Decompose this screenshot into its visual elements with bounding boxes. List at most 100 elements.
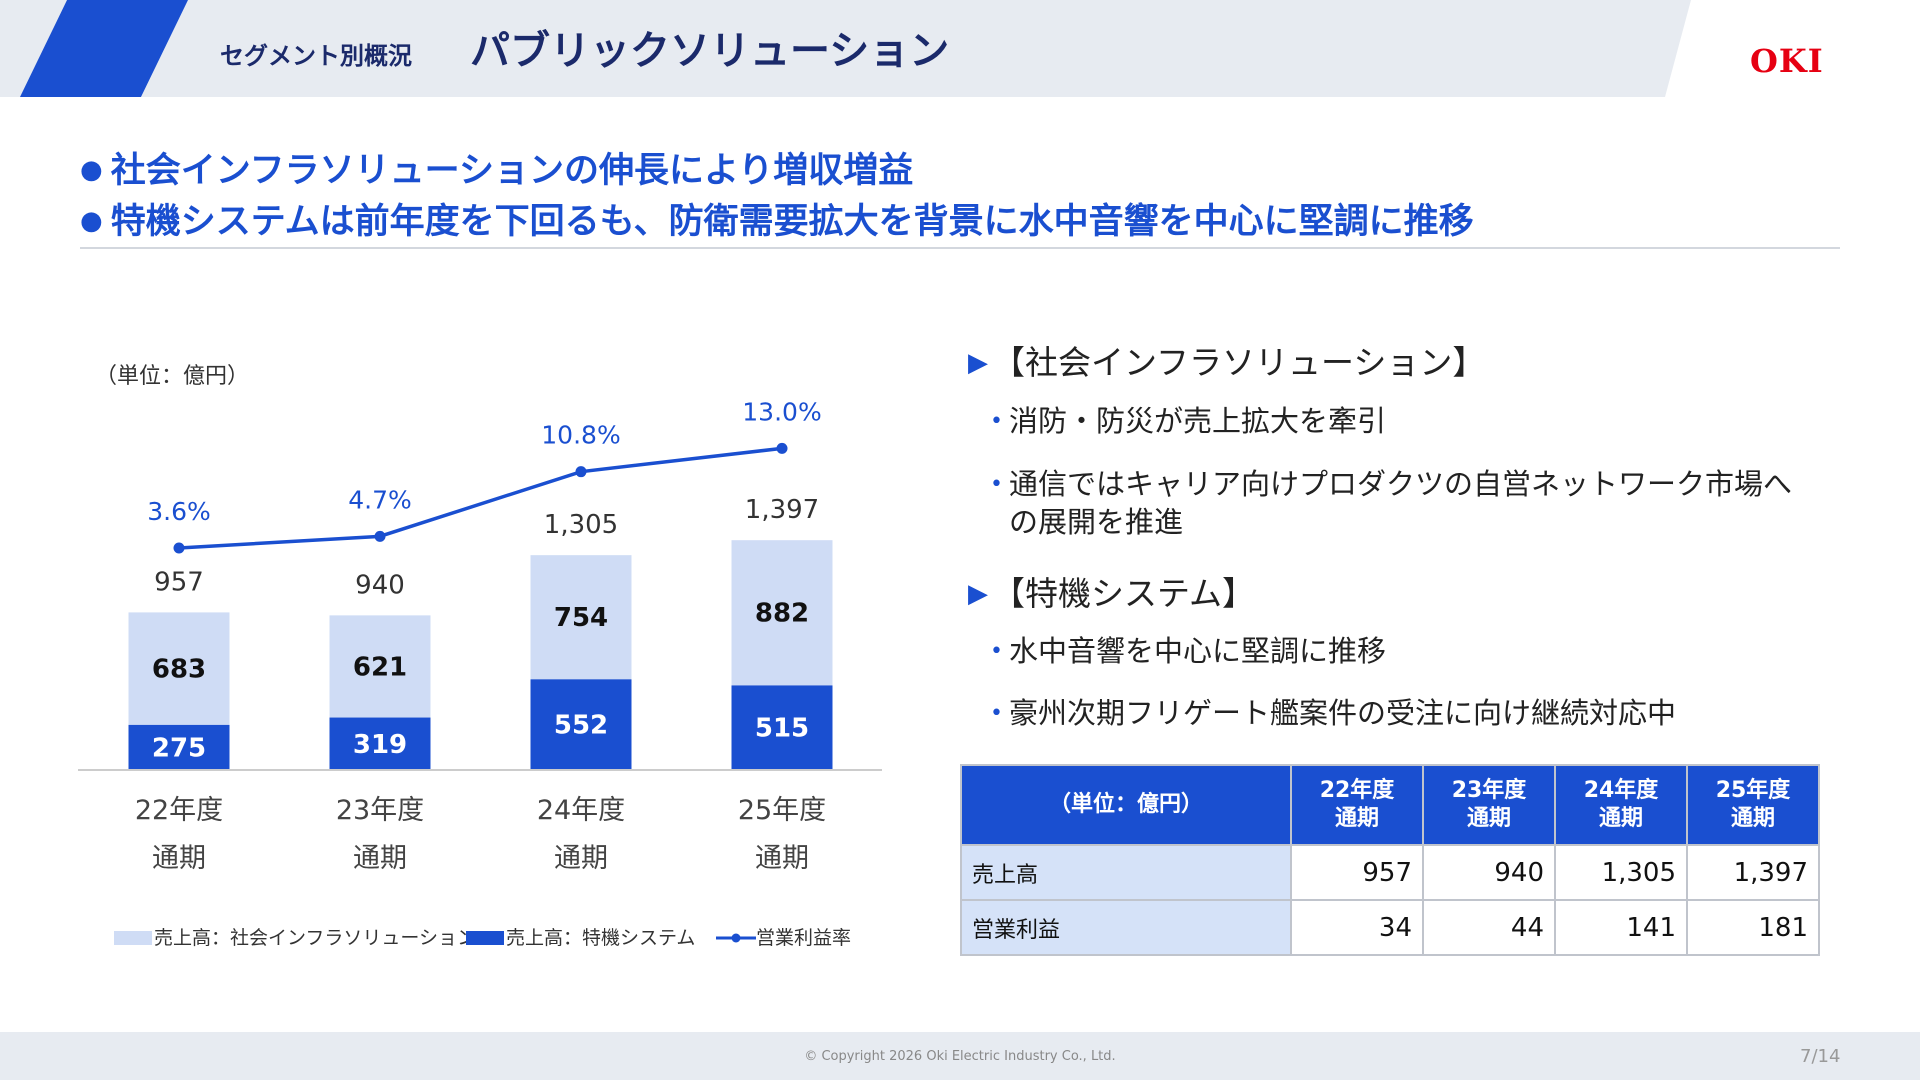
bar-special (731, 685, 833, 770)
data-label-special: 319 (353, 730, 407, 760)
legend-swatch-light (114, 931, 152, 945)
bullet-dot-icon: ● (80, 206, 103, 236)
table-col-header: 22年度通期 (1290, 764, 1424, 846)
margin-point (776, 442, 788, 454)
section-infra-item-2: • 通信ではキャリア向けプロダクツの自営ネットワーク市場への展開を推進 (990, 465, 1819, 541)
section-infra-item-1-text: 消防・防災が売上拡大を牽引 (1008, 404, 1386, 438)
copyright: © Copyright 2026 Oki Electric Industry C… (804, 1049, 1116, 1064)
table-cell: 940 (1422, 844, 1556, 901)
table-cell: 44 (1422, 899, 1556, 956)
data-label-special: 515 (755, 714, 809, 744)
table-col-header: 25年度通期 (1686, 764, 1820, 846)
col-year: 25年度 (1715, 778, 1791, 803)
x-tick-label-year: 22年度 (135, 795, 223, 826)
margin-label: 10.8% (541, 421, 620, 450)
bullet-dot-icon: • (990, 701, 1003, 726)
bullet-dot-icon: ● (80, 155, 103, 185)
x-tick-label-period: 通期 (755, 843, 809, 874)
row-label: 営業利益 (960, 899, 1292, 956)
col-year: 22年度 (1319, 778, 1395, 803)
highlight-2: ● 特機システムは前年度を下回るも、防衛需要拡大を背景に水中音響を中心に堅調に推移 (80, 193, 1474, 244)
footer-band (0, 1032, 1920, 1080)
col-year: 24年度 (1583, 778, 1659, 803)
data-label-infra: 621 (353, 652, 407, 682)
legend-line-marker-icon (716, 933, 756, 943)
legend-label-margin: 営業利益率 (756, 927, 852, 949)
header-logo-area (1665, 0, 1920, 97)
header-band (0, 0, 1920, 97)
margin-point (575, 466, 587, 478)
section-heading-infra-text: 【社会インフラソリューション】 (992, 343, 1486, 382)
page-title: パブリックソリューション (470, 28, 950, 74)
legend-item-infra: 売上高：社会インフラソリューション (114, 923, 476, 950)
chart-unit-label: （単位：億円） (95, 364, 250, 389)
bar-special (128, 724, 230, 770)
table-cell: 181 (1686, 899, 1820, 956)
section-special-item-2: • 豪州次期フリゲート艦案件の受注に向け継続対応中 (990, 694, 1819, 733)
triangle-right-icon: ▶ (968, 579, 988, 609)
row-label: 売上高 (960, 844, 1292, 901)
divider (80, 247, 1840, 249)
table-cell: 34 (1290, 899, 1424, 956)
x-tick-label-period: 通期 (554, 843, 608, 874)
highlight-1-text: 社会インフラソリューションの伸長により増収増益 (110, 151, 914, 191)
margin-label: 4.7% (348, 485, 412, 514)
section-heading-special: ▶ 【特機システム】 (968, 567, 1255, 615)
legend-item-special: 売上高：特機システム (466, 923, 695, 950)
legend-item-margin: 営業利益率 (716, 923, 851, 950)
data-label-total: 940 (355, 570, 405, 600)
bar-infra (530, 555, 632, 680)
financial-table: （単位：億円） 22年度通期 23年度通期 24年度 通期 25年度通期 売上高 … (960, 764, 1820, 956)
oki-logo: OKI (1750, 42, 1824, 80)
table-row: 売上高 957 940 1,305 1,397 (960, 844, 1820, 901)
col-period: 通期 (1466, 806, 1511, 831)
col-year: 23年度 (1451, 778, 1527, 803)
x-tick-label-year: 23年度 (336, 795, 424, 826)
table-cell: 957 (1290, 844, 1424, 901)
segment-label: セグメント別概況 (220, 42, 412, 70)
bar-special (329, 717, 431, 770)
data-label-total: 1,397 (745, 495, 819, 525)
section-special-item-1-text: 水中音響を中心に堅調に推移 (1008, 634, 1386, 668)
col-period: 通期 (1730, 806, 1775, 831)
x-tick-label-period: 通期 (353, 843, 407, 874)
margin-label: 3.6% (147, 497, 211, 526)
section-heading-special-text: 【特機システム】 (992, 574, 1256, 613)
bar-infra (329, 615, 431, 718)
legend-label-special: 売上高：特機システム (506, 927, 696, 949)
table-unit-header: （単位：億円） (960, 764, 1292, 846)
page-number: 7/14 (1800, 1046, 1841, 1067)
x-tick-label-year: 25年度 (738, 795, 826, 826)
x-tick-label-period: 通期 (152, 843, 206, 874)
section-heading-infra: ▶ 【社会インフラソリューション】 (968, 336, 1485, 384)
bullet-dot-icon: • (990, 472, 1003, 497)
table-cell: 141 (1554, 899, 1688, 956)
x-tick-label-year: 24年度 (537, 795, 625, 826)
data-label-total: 957 (154, 567, 204, 597)
data-label-total: 1,305 (544, 510, 618, 540)
data-label-infra: 882 (755, 599, 809, 629)
table-col-header: 24年度 通期 (1554, 764, 1688, 846)
bullet-dot-icon: • (990, 639, 1003, 664)
highlight-1: ● 社会インフラソリューションの伸長により増収増益 (80, 142, 913, 193)
highlight-2-text: 特機システムは前年度を下回るも、防衛需要拡大を背景に水中音響を中心に堅調に推移 (110, 202, 1474, 242)
bullet-dot-icon: • (990, 409, 1003, 434)
table-col-header: 23年度通期 (1422, 764, 1556, 846)
section-special-item-1: • 水中音響を中心に堅調に推移 (990, 632, 1819, 671)
bar-infra (128, 612, 230, 725)
data-label-infra: 754 (554, 603, 608, 633)
table-header-row: （単位：億円） 22年度通期 23年度通期 24年度 通期 25年度通期 (960, 764, 1820, 846)
data-label-special: 552 (554, 711, 608, 741)
col-period: 通期 (1334, 806, 1379, 831)
section-infra-item-2-text: 通信ではキャリア向けプロダクツの自営ネットワーク市場への展開を推進 (1008, 467, 1792, 539)
legend-swatch-dark (466, 931, 504, 945)
data-label-special: 275 (152, 733, 206, 763)
table-cell: 1,305 (1554, 844, 1688, 901)
margin-label: 13.0% (742, 397, 821, 426)
triangle-right-icon: ▶ (968, 348, 988, 378)
section-special-item-2-text: 豪州次期フリゲート艦案件の受注に向け継続対応中 (1008, 696, 1676, 730)
margin-line (178, 446, 783, 550)
bar-special (530, 679, 632, 770)
table-row: 営業利益 34 44 141 181 (960, 899, 1820, 956)
